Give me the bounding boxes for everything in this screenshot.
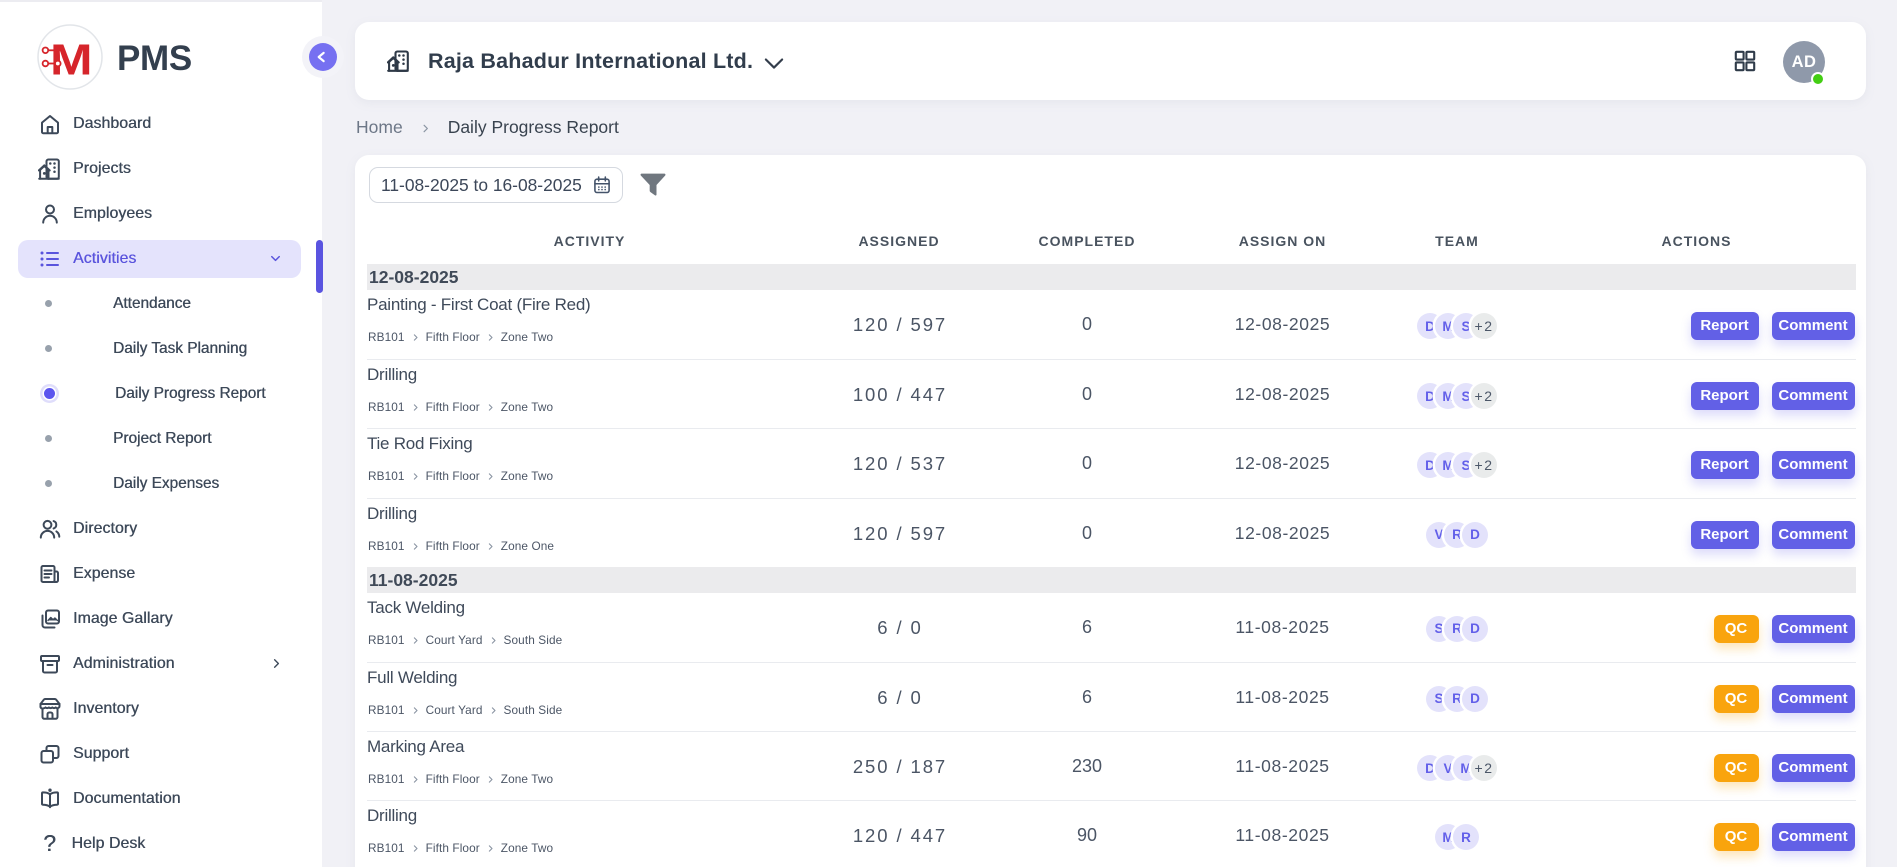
svg-text:M: M <box>50 35 93 84</box>
